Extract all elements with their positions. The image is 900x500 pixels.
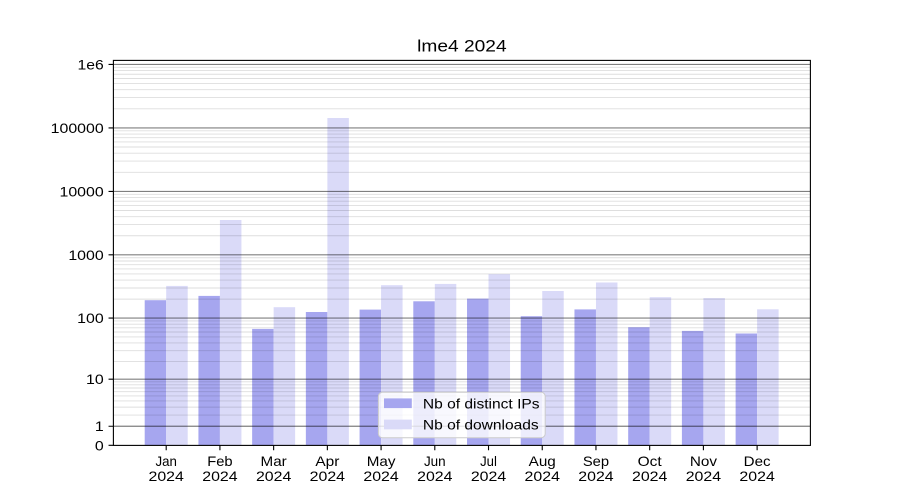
svg-text:Dec: Dec <box>744 453 771 469</box>
svg-text:Nb of distinct IPs: Nb of distinct IPs <box>423 395 540 411</box>
svg-text:2024: 2024 <box>525 468 561 484</box>
svg-text:Sep: Sep <box>583 453 609 469</box>
svg-text:2024: 2024 <box>632 468 668 484</box>
svg-text:1000: 1000 <box>68 247 104 263</box>
svg-text:Oct: Oct <box>638 453 662 469</box>
svg-text:10000: 10000 <box>60 183 104 199</box>
svg-text:100000: 100000 <box>51 120 104 136</box>
svg-text:Jan: Jan <box>155 453 176 469</box>
svg-text:1e6: 1e6 <box>77 56 104 72</box>
svg-text:2024: 2024 <box>686 468 722 484</box>
svg-text:2024: 2024 <box>149 468 185 484</box>
svg-text:Jun: Jun <box>424 453 446 469</box>
svg-text:0: 0 <box>95 437 104 453</box>
svg-text:Jul: Jul <box>480 453 497 469</box>
svg-text:Aug: Aug <box>529 453 556 469</box>
svg-text:10: 10 <box>86 371 104 387</box>
svg-text:2024: 2024 <box>363 468 399 484</box>
svg-text:May: May <box>367 453 396 469</box>
svg-text:100: 100 <box>77 310 104 326</box>
svg-text:Nb of downloads: Nb of downloads <box>423 417 539 433</box>
svg-text:2024: 2024 <box>578 468 614 484</box>
svg-text:2024: 2024 <box>202 468 238 484</box>
svg-text:Apr: Apr <box>315 453 339 469</box>
svg-text:Nov: Nov <box>690 453 717 469</box>
svg-text:2024: 2024 <box>739 468 775 484</box>
svg-text:2024: 2024 <box>471 468 507 484</box>
svg-text:1: 1 <box>95 418 104 434</box>
svg-text:2024: 2024 <box>417 468 453 484</box>
svg-text:2024: 2024 <box>256 468 292 484</box>
svg-text:2024: 2024 <box>310 468 346 484</box>
svg-text:lme4 2024: lme4 2024 <box>417 37 506 56</box>
svg-text:Mar: Mar <box>261 453 288 469</box>
svg-text:Feb: Feb <box>207 453 233 469</box>
